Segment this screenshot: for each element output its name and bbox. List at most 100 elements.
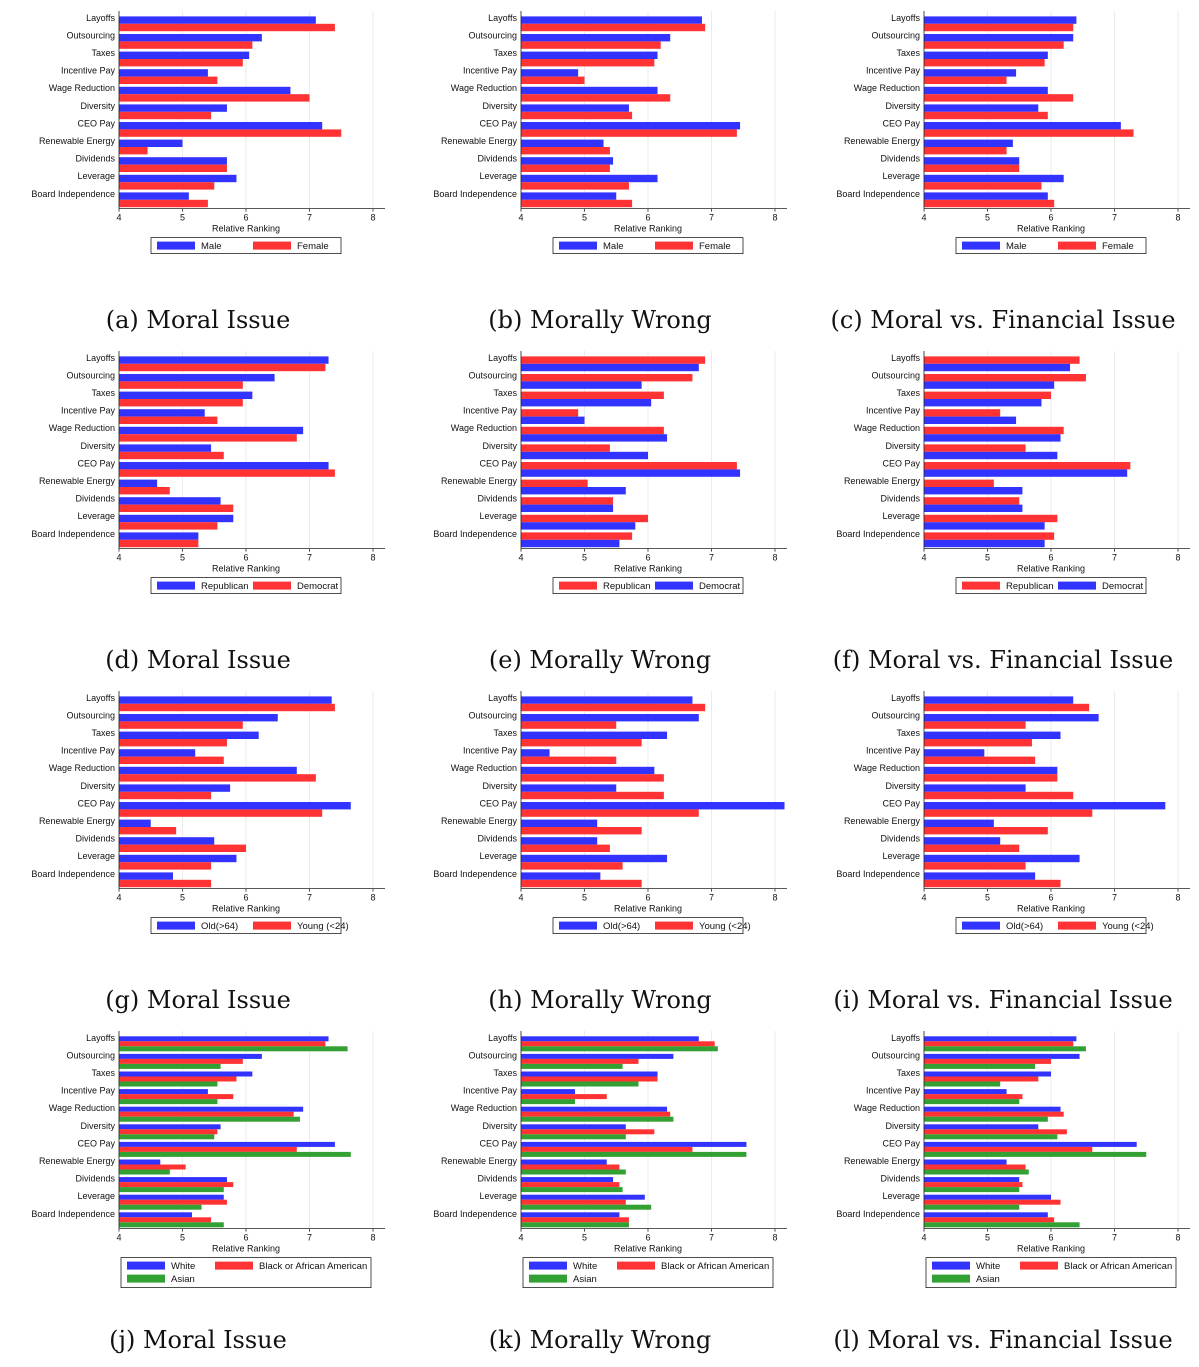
x-tick-label: 7 <box>307 1233 312 1243</box>
bar <box>924 739 1032 747</box>
bar <box>119 34 262 42</box>
x-tick-label: 5 <box>985 213 990 223</box>
bar <box>119 41 253 49</box>
category-label: Renewable Energy <box>39 816 116 826</box>
chart-caption: (k) Morally Wrong <box>488 1326 712 1354</box>
category-label: Diversity <box>80 1121 115 1131</box>
bar <box>521 1036 699 1042</box>
bar <box>119 1212 193 1218</box>
category-label: Outsourcing <box>66 1050 115 1060</box>
x-tick-label: 6 <box>243 553 248 563</box>
category-label: Board Independence <box>836 1209 920 1219</box>
category-label: Dividends <box>477 834 517 844</box>
legend-label: White <box>573 1261 597 1272</box>
x-tick-label: 7 <box>307 553 312 563</box>
x-tick-label: 4 <box>518 1233 523 1243</box>
legend-box <box>955 237 1147 255</box>
bar <box>924 766 1058 775</box>
legend-swatch <box>962 241 1000 250</box>
x-axis-label: Relative Ranking <box>1017 224 1085 234</box>
chart-caption: (j) Moral Issue <box>109 1326 287 1354</box>
bar <box>521 1076 658 1082</box>
bar <box>119 1058 243 1064</box>
bar <box>521 1053 674 1059</box>
category-label: Renewable Energy <box>441 816 518 826</box>
category-label: Outsourcing <box>871 370 920 380</box>
category-label: Dividends <box>880 834 920 844</box>
category-label: Wage Reduction <box>854 763 920 773</box>
bar <box>521 1094 607 1100</box>
legend-swatch <box>157 581 195 590</box>
legend-swatch <box>962 921 1000 930</box>
bar <box>119 1099 218 1105</box>
legend-label: Democrat <box>297 581 339 592</box>
x-tick-label: 8 <box>772 893 777 903</box>
category-label: CEO Pay <box>882 798 920 808</box>
x-tick-label: 4 <box>518 553 523 563</box>
category-label: Layoffs <box>488 353 517 363</box>
bar <box>924 122 1121 130</box>
bar <box>521 104 629 112</box>
category-label: CEO Pay <box>77 458 115 468</box>
bar <box>924 539 1045 548</box>
bar <box>924 1146 1093 1152</box>
bar <box>924 1053 1080 1059</box>
category-label: Diversity <box>80 781 115 791</box>
bar <box>119 444 212 452</box>
x-tick-label: 8 <box>772 553 777 563</box>
bar <box>119 1094 234 1100</box>
legend-box <box>552 577 744 595</box>
legend-label: Male <box>603 241 624 252</box>
bar <box>924 192 1048 200</box>
category-label: Incentive Pay <box>463 66 518 76</box>
bar <box>521 791 664 800</box>
legend-label: Asian <box>171 1274 195 1285</box>
x-axis-label: Relative Ranking <box>614 1244 682 1254</box>
bar <box>119 1053 262 1059</box>
legend-label: Young (<24) <box>297 921 349 932</box>
legend-box <box>955 917 1147 935</box>
x-axis-label: Relative Ranking <box>1017 904 1085 914</box>
category-label: Renewable Energy <box>441 1156 518 1166</box>
bar <box>119 1081 218 1087</box>
chart-panel-l: Layoffs Outsourcing Taxes Incentive Pay Wage… <box>805 1020 1199 1360</box>
legend-swatch <box>1058 581 1096 590</box>
bar <box>924 756 1036 764</box>
chart-panel-k: Layoffs Outsourcing Taxes Incentive Pay Wage… <box>402 1020 798 1360</box>
bar <box>521 714 699 722</box>
legend-swatch <box>617 1261 655 1270</box>
bar <box>119 356 329 364</box>
bar <box>924 802 1166 810</box>
chart-caption: (b) Morally Wrong <box>488 306 712 334</box>
bar <box>924 1204 1020 1210</box>
legend-label: Old(>64) <box>1006 921 1043 932</box>
category-label: Leverage <box>882 1191 920 1201</box>
bar <box>924 409 1001 417</box>
bar <box>521 766 655 775</box>
x-tick-label: 7 <box>709 553 714 563</box>
bar-chart-e: Layoffs Outsourcing Taxes Incentive Pay Wage… <box>433 351 787 595</box>
bar <box>521 462 737 470</box>
bar <box>521 1134 626 1140</box>
category-label: Leverage <box>479 1191 517 1201</box>
bar <box>521 731 668 739</box>
bar <box>119 497 221 505</box>
bar <box>924 731 1061 739</box>
x-tick-label: 7 <box>307 893 312 903</box>
category-label: CEO Pay <box>882 118 920 128</box>
category-label: Wage Reduction <box>854 423 920 433</box>
category-label: Leverage <box>479 511 517 521</box>
bar <box>521 854 668 863</box>
category-label: Incentive Pay <box>866 66 921 76</box>
bar <box>924 749 985 757</box>
bar <box>521 363 699 372</box>
category-label: CEO Pay <box>77 1138 115 1148</box>
x-tick-label: 8 <box>370 213 375 223</box>
bar <box>924 1041 1074 1047</box>
x-tick-label: 6 <box>1048 213 1053 223</box>
category-label: Board Independence <box>433 869 517 879</box>
category-label: Renewable Energy <box>844 476 921 486</box>
bar <box>521 1222 629 1228</box>
legend-swatch <box>215 1261 253 1270</box>
